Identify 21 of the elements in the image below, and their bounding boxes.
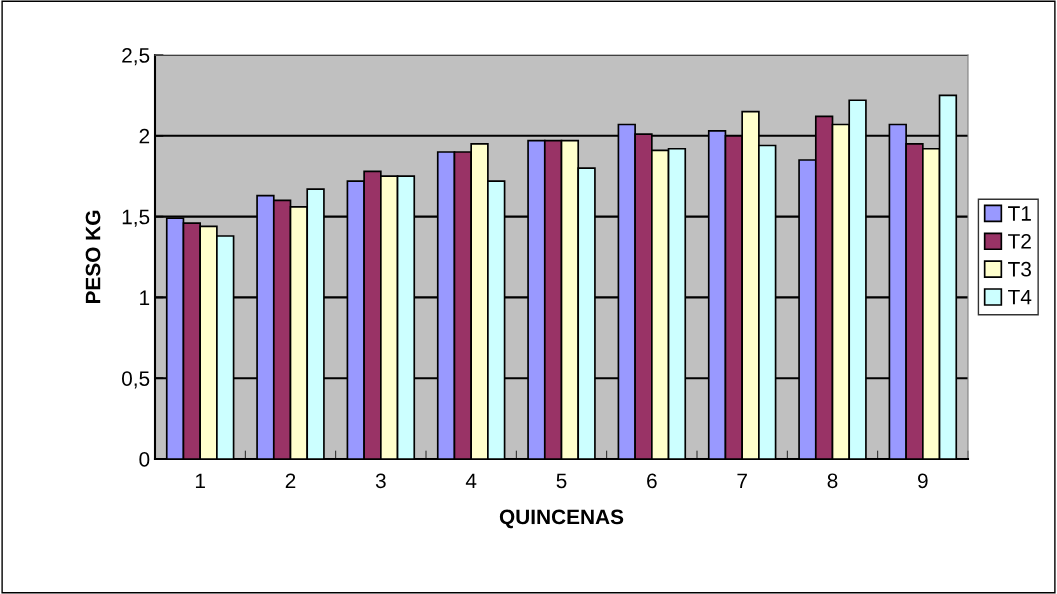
x-tick-label: 3	[375, 473, 386, 489]
x-axis-title: QUINCENAS	[499, 509, 624, 529]
x-tick-label: 8	[827, 473, 838, 489]
y-tick-label: 2,5	[122, 48, 150, 66]
legend-label: T1	[1008, 206, 1031, 221]
x-tick-label: 6	[647, 473, 657, 489]
legend-label: T4	[1008, 289, 1032, 305]
x-tick-label: 1	[195, 473, 205, 488]
x-tick-label: 4	[465, 473, 477, 488]
x-tick-label: 5	[556, 473, 567, 489]
x-tick-label: 2	[285, 473, 296, 488]
y-tick-label: 2	[139, 128, 150, 144]
x-tick-label: 9	[918, 473, 928, 489]
legend-label: T3	[1008, 261, 1031, 277]
y-tick-label: 1,5	[122, 209, 150, 227]
y-axis-title: PESO KG	[85, 210, 101, 304]
y-tick-label: 0,5	[121, 371, 150, 389]
y-tick-label: 0	[139, 452, 150, 467]
legend-label: T2	[1008, 233, 1031, 249]
x-tick-label: 7	[737, 473, 747, 488]
y-tick-label: 1	[140, 290, 150, 305]
